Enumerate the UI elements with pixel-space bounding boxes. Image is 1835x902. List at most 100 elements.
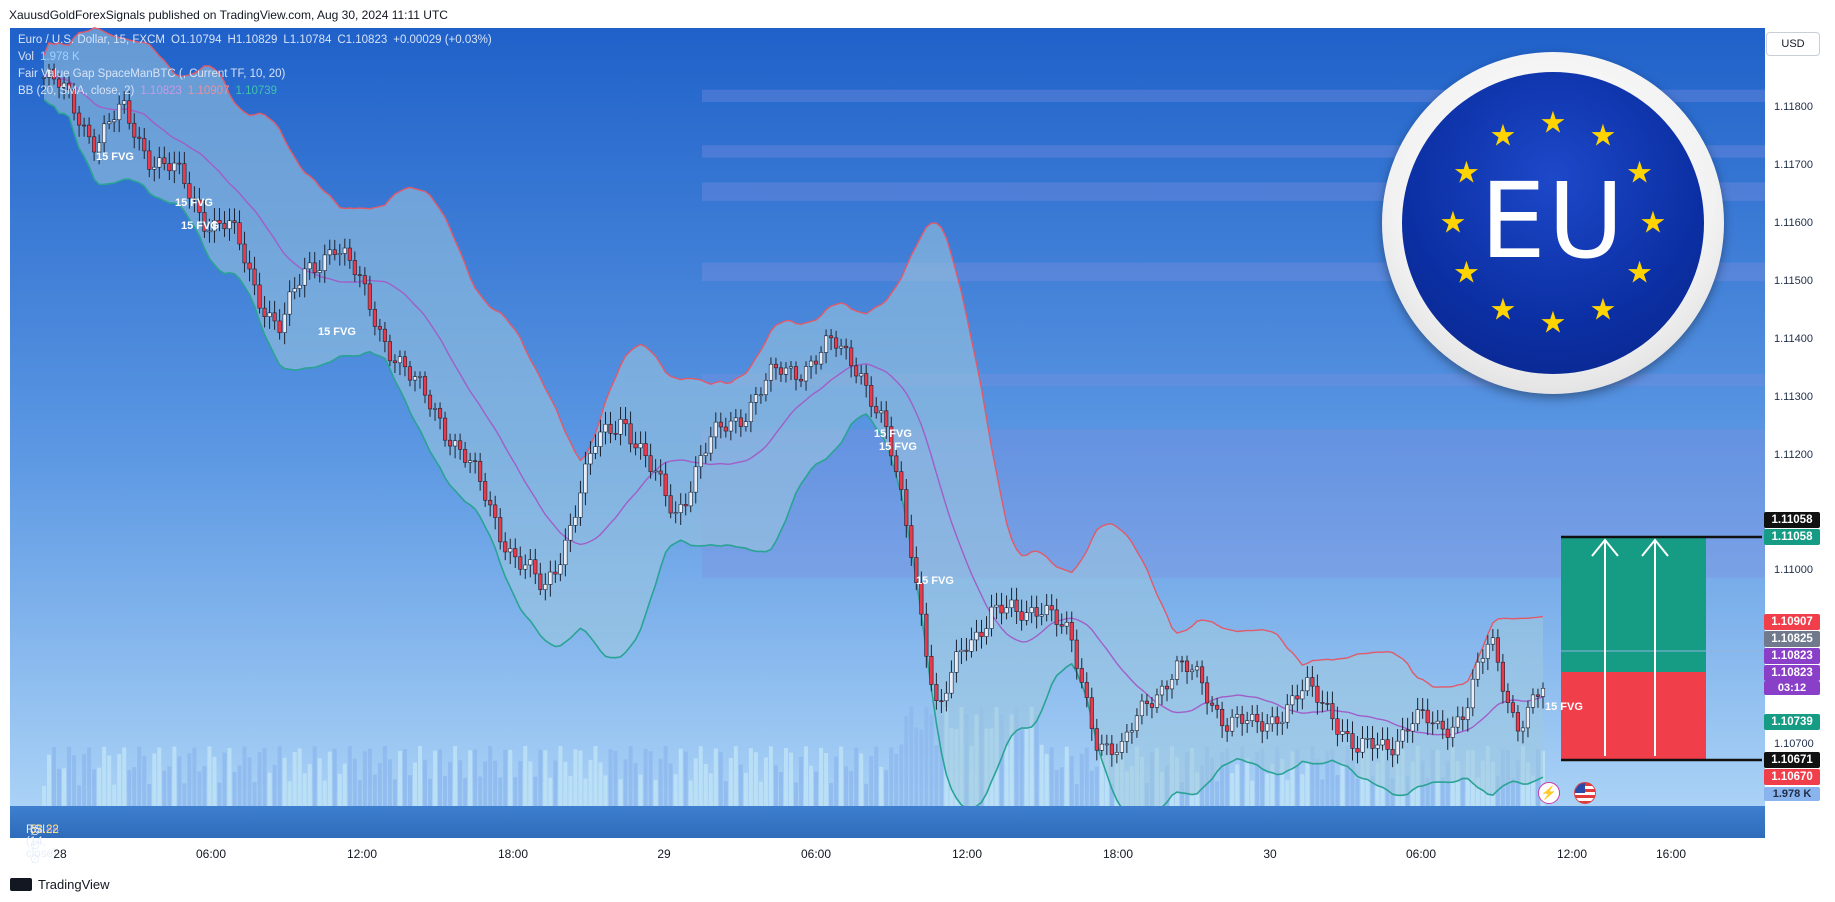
candle <box>1059 613 1064 634</box>
candle <box>1300 679 1305 710</box>
candle <box>427 389 433 417</box>
candle <box>1450 716 1455 748</box>
candle <box>207 218 212 243</box>
volume-bar <box>914 727 919 806</box>
volume-bar <box>1215 781 1220 806</box>
candle <box>723 417 728 438</box>
brand-name: TradingView <box>38 877 110 892</box>
candle <box>1340 719 1345 742</box>
candle <box>829 329 834 351</box>
candle <box>247 250 252 282</box>
stop-price-tag-2: 1.10670 <box>1764 769 1820 785</box>
volume-bar <box>242 746 247 806</box>
volume-bar <box>97 767 102 806</box>
candle <box>443 411 448 447</box>
candle <box>1210 696 1215 713</box>
currency-button[interactable]: USD <box>1766 32 1820 56</box>
candle <box>1109 734 1114 767</box>
candle <box>1410 711 1415 743</box>
volume-bar <box>814 771 819 806</box>
star-icon: ★ <box>1539 106 1567 140</box>
candle <box>202 200 207 238</box>
price-axis-label: 1.11600 <box>1774 217 1813 229</box>
volume-bar <box>147 783 152 806</box>
candle <box>1455 706 1460 734</box>
volume-bar <box>1255 751 1260 806</box>
candle <box>648 443 653 479</box>
volume-bar <box>678 748 683 806</box>
star-icon: ★ <box>1626 256 1654 290</box>
candle <box>1235 706 1240 728</box>
volume-bar <box>1250 780 1255 806</box>
candle <box>1014 587 1019 625</box>
volume-bar <box>879 766 884 806</box>
candle <box>1440 710 1445 740</box>
candle <box>738 409 743 437</box>
lightning-icon[interactable]: ⚡ <box>1538 782 1560 804</box>
candle <box>267 300 272 329</box>
candle <box>803 361 809 391</box>
candle <box>252 256 257 296</box>
candle <box>578 480 583 526</box>
candle <box>1114 743 1119 764</box>
candle <box>463 441 468 468</box>
candle <box>538 562 543 596</box>
fvg-label: 15 FVG <box>916 575 954 587</box>
candle <box>1034 595 1039 629</box>
candle <box>1119 733 1124 760</box>
legend-symbol: Euro / U.S. Dollar, 15, FXCM O1.10794 H1.1… <box>18 34 492 46</box>
volume-bar <box>688 780 693 806</box>
candle <box>498 508 503 550</box>
candle <box>939 688 944 714</box>
candle <box>683 493 688 516</box>
candle <box>1024 600 1029 626</box>
volume-bar <box>307 764 312 806</box>
ohlc-close: C1.10823 <box>337 34 388 46</box>
candle <box>483 472 488 507</box>
volume-bar <box>1245 758 1250 806</box>
us-flag-icon[interactable] <box>1574 782 1596 804</box>
rsi-value-2: 53.22 <box>30 824 59 836</box>
candle <box>112 110 117 132</box>
price-axis-label: 1.11000 <box>1774 564 1813 576</box>
fvg-label: 15 FVG <box>175 197 213 209</box>
volume-bar <box>508 749 513 806</box>
volume-bar <box>72 755 77 806</box>
candle <box>1480 649 1485 674</box>
candle <box>1064 611 1069 635</box>
candle <box>513 538 518 568</box>
candle <box>142 128 147 160</box>
price-axis-label: 1.11300 <box>1774 391 1813 403</box>
candle <box>673 501 678 524</box>
candle <box>72 83 77 121</box>
candle <box>623 407 628 436</box>
volume-bar <box>1330 749 1335 806</box>
volume-bar <box>1099 746 1104 806</box>
candle <box>1490 628 1495 652</box>
candle <box>262 296 267 328</box>
candle <box>533 548 538 585</box>
candle <box>959 638 964 665</box>
time-axis-label: 12:00 <box>346 847 378 861</box>
long-position-tool[interactable] <box>1561 535 1762 762</box>
candle <box>187 171 192 209</box>
volume-bar <box>1315 759 1320 806</box>
rsi-pane[interactable]: RSI (14, close) 51.88 53.22 ∅ ∅ ∅ ∅ <box>10 806 1765 880</box>
tradingview-brand[interactable]: TradingView <box>10 877 110 892</box>
candle <box>1200 660 1205 695</box>
candle <box>668 484 673 519</box>
volume-bar <box>352 758 357 806</box>
candle <box>839 338 844 356</box>
volume-bar <box>588 759 593 806</box>
candle <box>1435 709 1440 730</box>
rsi-value-1: 51.88 <box>30 824 59 836</box>
candle <box>297 273 302 298</box>
volume-bar <box>448 762 453 806</box>
price-axis-label: 1.10700 <box>1774 738 1814 750</box>
time-axis-label: 06:00 <box>195 847 227 861</box>
candle <box>182 151 187 189</box>
volume-bar <box>1210 757 1215 806</box>
volume-bar <box>247 757 252 806</box>
price-axis-label: 1.11700 <box>1774 159 1813 171</box>
candle <box>1345 719 1350 742</box>
